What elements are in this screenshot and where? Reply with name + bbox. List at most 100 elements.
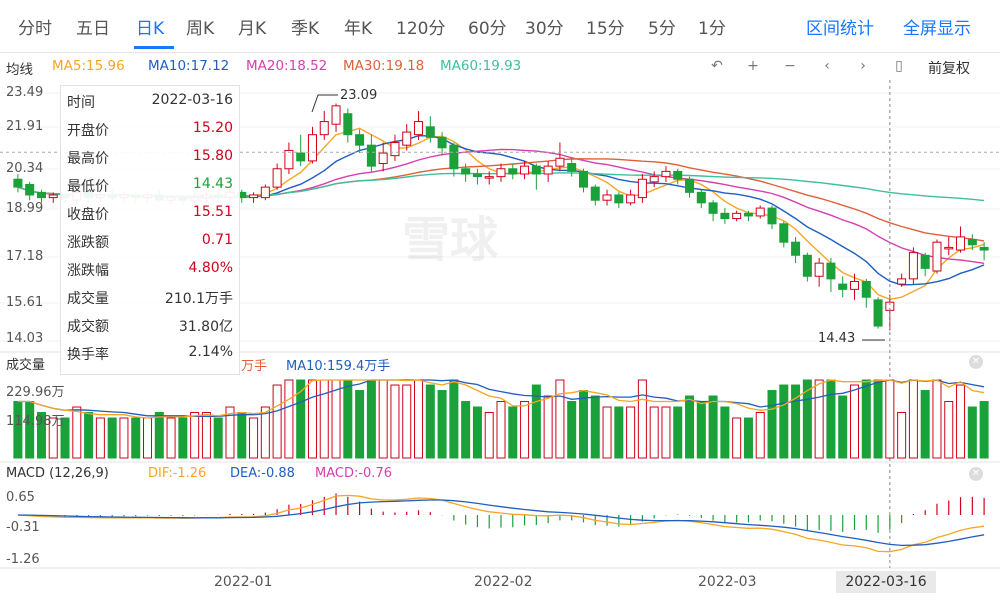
tab-3[interactable]: 周K (186, 19, 215, 39)
tab-9[interactable]: 30分 (525, 19, 564, 39)
candle-body-54 (649, 176, 659, 183)
volume-bar-60 (720, 406, 730, 459)
tooltip-row-8: 成交额 31.80亿 (67, 316, 233, 338)
ma-legend-item-2: MA20:18.52 (246, 58, 328, 74)
adjust-mode[interactable]: 前复权 (928, 61, 970, 77)
tooltip-value: 15.80 (192, 148, 233, 164)
tooltip-key: 涨跌额 (67, 235, 109, 251)
watermark: 雪球 (402, 212, 499, 268)
candle-body-78 (932, 241, 942, 272)
price-axis-label-0: 23.49 (6, 85, 44, 100)
volume-bar-69 (826, 379, 836, 459)
tab-12[interactable]: 1分 (698, 19, 726, 39)
candle-body-21 (260, 186, 270, 199)
tab-6[interactable]: 年K (344, 19, 373, 39)
volume-bar-52 (626, 406, 636, 459)
fullscreen-link[interactable]: 全屏显示 (903, 19, 971, 39)
candle-body-24 (296, 152, 306, 162)
tab-10[interactable]: 15分 (586, 19, 625, 39)
volume-bar-75 (897, 412, 907, 459)
volume-bar-4 (60, 417, 70, 459)
range-stats-link[interactable]: 区间统计 (806, 19, 874, 39)
volume-axis-mid: 114.98万 (6, 414, 65, 429)
price-axis-label-4: 17.18 (6, 249, 44, 264)
candle-body-66 (791, 241, 801, 256)
candle-body-79 (944, 246, 954, 250)
close-macd-icon[interactable]: ✕ (969, 467, 983, 481)
candle-body-69 (826, 262, 836, 280)
volume-bar-56 (673, 406, 683, 459)
phone-icon[interactable]: ▯ (895, 58, 903, 74)
volume-bar-79 (944, 401, 954, 459)
volume-ma10-line (17, 379, 985, 418)
candle-body-73 (873, 299, 883, 327)
tab-8[interactable]: 60分 (468, 19, 507, 39)
volume-bar-11 (142, 417, 153, 459)
ohlc-tooltip: 时间 2022-03-16 开盘价 15.20 最高价 15.80 最低价 14.43 收盘价 1… (60, 85, 240, 375)
tooltip-value: 0.71 (201, 232, 233, 248)
candle-body-27 (331, 105, 341, 125)
candle-body-36 (437, 136, 447, 149)
candle-body-43 (520, 165, 530, 175)
candle-body-65 (779, 223, 789, 243)
volume-bar-72 (861, 379, 871, 459)
candle-body-80 (956, 236, 966, 251)
undo-icon[interactable]: ↶ (711, 58, 723, 74)
next-icon[interactable]: › (860, 58, 866, 74)
tooltip-row-9: 换手率 2.14% (67, 344, 233, 366)
prev-icon[interactable]: ‹ (824, 58, 830, 74)
volume-bar-22 (272, 384, 282, 459)
volume-ma10: MA10:159.4万手 (286, 359, 391, 374)
candle-body-2 (36, 191, 46, 199)
candle-body-23 (284, 149, 294, 170)
tab-1[interactable]: 五日 (76, 19, 110, 39)
volume-bar-54 (649, 406, 659, 459)
macd-axis-mid: -0.31 (6, 520, 40, 535)
candle-body-30 (366, 144, 376, 167)
volume-bar-16 (201, 412, 211, 459)
volume-bar-76 (908, 379, 918, 459)
volume-ma5: 万手 (241, 359, 268, 374)
date-tick-mar: 2022-03 (698, 574, 757, 590)
tab-4[interactable]: 月K (238, 19, 267, 39)
tooltip-key: 收盘价 (67, 207, 109, 223)
tooltip-value: 2.14% (188, 344, 233, 360)
tab-5[interactable]: 季K (291, 19, 320, 39)
candle-body-82 (979, 246, 989, 251)
candle-body-67 (802, 254, 812, 277)
tab-0[interactable]: 分时 (18, 19, 52, 39)
ma-legend-item-0: MA5:15.96 (52, 58, 125, 74)
tab-7[interactable]: 120分 (396, 19, 446, 39)
tooltip-key: 成交额 (67, 319, 109, 335)
tooltip-key: 开盘价 (67, 123, 109, 139)
volume-bar-49 (590, 395, 600, 459)
tooltip-row-4: 收盘价 15.51 (67, 204, 233, 226)
candle-body-55 (661, 170, 671, 178)
volume-bar-59 (708, 395, 718, 459)
volume-bar-21 (260, 406, 270, 459)
price-axis-label-5: 15.61 (6, 295, 44, 310)
zoom-out-icon[interactable]: − (784, 58, 796, 74)
close-volume-icon[interactable]: ✕ (969, 355, 983, 369)
candle-body-62 (743, 212, 753, 217)
active-tab-underline (134, 46, 174, 49)
volume-bar-47 (567, 401, 577, 459)
volume-bar-19 (237, 412, 247, 459)
zoom-in-icon[interactable]: + (747, 58, 759, 74)
tab-2[interactable]: 日K (136, 19, 165, 39)
volume-bar-7 (95, 417, 105, 459)
tooltip-row-2: 最高价 15.80 (67, 148, 233, 170)
tooltip-value: 2022-03-16 (151, 92, 233, 108)
candle-body-40 (484, 176, 494, 179)
volume-bar-74 (885, 379, 895, 459)
tab-11[interactable]: 5分 (648, 19, 676, 39)
date-tick-jan: 2022-01 (214, 574, 273, 590)
volume-bar-65 (779, 384, 789, 459)
candle-body-75 (897, 278, 907, 285)
volume-bar-33 (402, 384, 412, 459)
tooltip-key: 时间 (67, 95, 95, 111)
volume-bar-34 (414, 379, 424, 459)
candle-body-59 (708, 202, 718, 214)
volume-bar-68 (814, 379, 824, 459)
volume-axis-top: 229.96万 (6, 385, 65, 400)
